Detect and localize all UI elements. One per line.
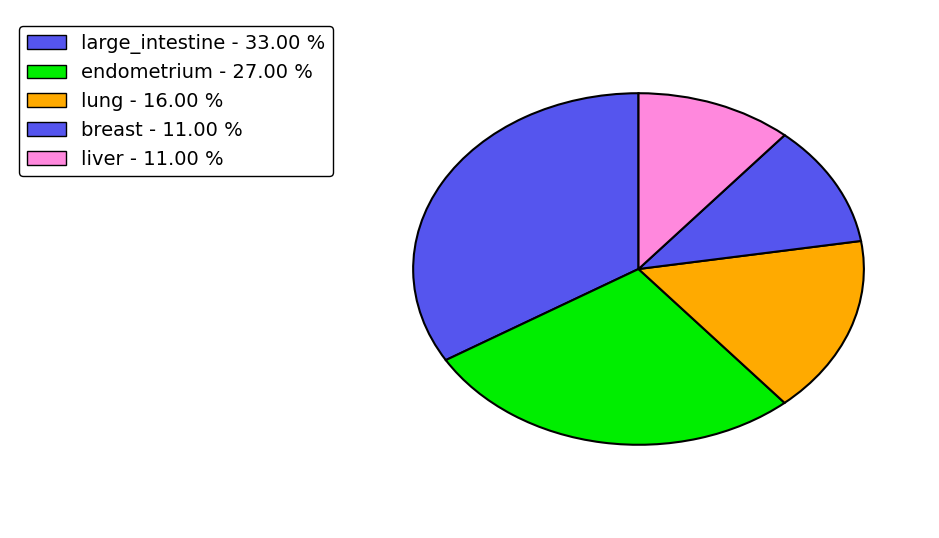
Wedge shape — [413, 93, 639, 360]
Wedge shape — [639, 93, 785, 269]
Wedge shape — [639, 135, 861, 269]
Wedge shape — [639, 241, 864, 403]
Wedge shape — [446, 269, 785, 445]
Legend: large_intestine - 33.00 %, endometrium - 27.00 %, lung - 16.00 %, breast - 11.00: large_intestine - 33.00 %, endometrium -… — [19, 26, 333, 176]
